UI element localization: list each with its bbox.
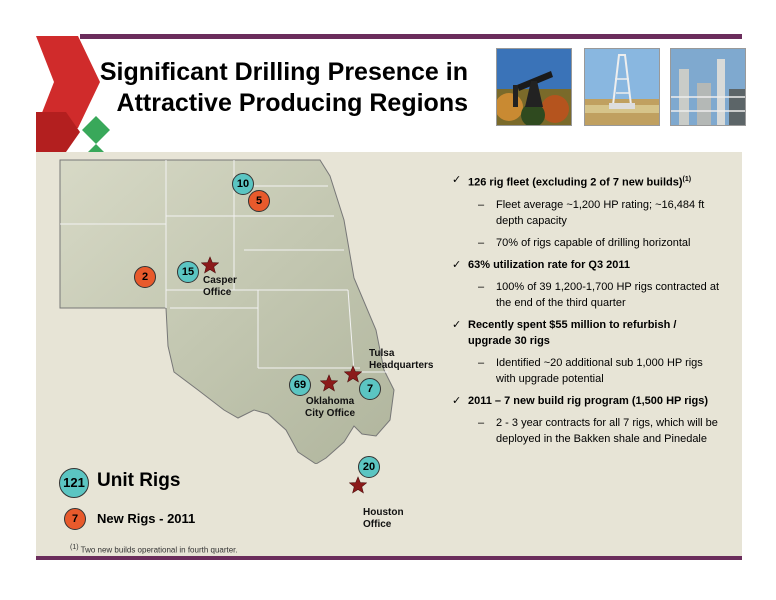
sub-bullet-text: 2 - 3 year contracts for all 7 rigs, whi… xyxy=(496,416,718,445)
bullet-fleet: ✓ 126 rig fleet (excluding 2 of 7 new bu… xyxy=(452,172,722,191)
bullet-refurbish: ✓ Recently spent $55 million to refurbis… xyxy=(452,317,722,349)
bullet-utilization-text: 63% utilization rate for Q3 2011 xyxy=(468,258,631,271)
dash-icon: – xyxy=(478,236,485,249)
sub-bullet: – 2 - 3 year contracts for all 7 rigs, w… xyxy=(452,415,722,447)
bullet-utilization: ✓ 63% utilization rate for Q3 2011 xyxy=(452,257,722,273)
okc-star-icon xyxy=(320,374,338,392)
unit-rig-marker: 20 xyxy=(358,456,380,478)
sub-bullet: – 100% of 39 1,200-1,700 HP rigs contrac… xyxy=(452,279,722,311)
unit-rig-marker: 7 xyxy=(359,378,381,400)
sub-bullet: – 70% of rigs capable of drilling horizo… xyxy=(452,235,722,251)
red-lower-shape xyxy=(36,112,80,152)
bullet-fleet-footnote-ref: (1) xyxy=(682,176,692,183)
houston-office-label: Houston Office xyxy=(363,507,404,530)
sub-bullet-text: Fleet average ~1,200 HP rating; ~16,484 … xyxy=(496,198,705,227)
bullet-refurbish-text: Recently spent $55 million to refurbish … xyxy=(468,318,677,347)
unit-rig-marker: 10 xyxy=(232,173,254,195)
dash-icon: – xyxy=(478,198,485,211)
sub-bullet-text: Identified ~20 additional sub 1,000 HP r… xyxy=(496,356,703,385)
houston-star-icon xyxy=(349,476,367,494)
casper-star-icon xyxy=(201,256,219,274)
bottom-rule xyxy=(36,556,742,560)
new-rig-marker: 2 xyxy=(134,266,156,288)
legend-unit-marker: 121 xyxy=(59,468,89,498)
bullet-list: ✓ 126 rig fleet (excluding 2 of 7 new bu… xyxy=(452,172,722,453)
bullet-new-build-text: 2011 – 7 new build rig program (1,500 HP… xyxy=(468,394,709,407)
legend-unit-label: Unit Rigs xyxy=(97,470,181,491)
sub-bullet: – Fleet average ~1,200 HP rating; ~16,48… xyxy=(452,197,722,229)
dash-icon: – xyxy=(478,356,485,369)
red-arrow-shape xyxy=(36,36,100,128)
check-icon: ✓ xyxy=(452,174,462,186)
bullet-fleet-text: 126 rig fleet (excluding 2 of 7 new buil… xyxy=(468,176,683,189)
dash-icon: – xyxy=(478,416,485,429)
footnote-marker: (1) xyxy=(70,544,79,551)
footnote: (1) Two new builds operational in fourth… xyxy=(70,544,238,555)
tulsa-star-icon xyxy=(344,365,362,383)
sub-bullet: – Identified ~20 additional sub 1,000 HP… xyxy=(452,355,722,387)
bullet-new-build: ✓ 2011 – 7 new build rig program (1,500 … xyxy=(452,393,722,409)
sub-bullet-text: 70% of rigs capable of drilling horizont… xyxy=(496,236,691,249)
unit-rig-marker: 15 xyxy=(177,261,199,283)
top-rule xyxy=(80,34,742,39)
unit-rig-marker: 69 xyxy=(289,374,311,396)
legend-new-label: New Rigs - 2011 xyxy=(97,511,196,526)
title-line-2: Attractive Producing Regions xyxy=(116,89,468,117)
dash-icon: – xyxy=(478,280,485,293)
new-rig-marker: 5 xyxy=(248,190,270,212)
drilling-rig-photo xyxy=(584,48,660,126)
okc-office-label: Oklahoma City Office xyxy=(305,396,356,419)
casper-office-label: Casper Office xyxy=(203,275,237,298)
refinery-photo xyxy=(670,48,746,126)
footnote-text: Two new builds operational in fourth qua… xyxy=(78,545,238,555)
tulsa-headquarters-label: Tulsa Headquarters xyxy=(369,348,434,371)
sub-bullet-text: 100% of 39 1,200-1,700 HP rigs contracte… xyxy=(496,280,719,309)
check-icon: ✓ xyxy=(452,394,462,407)
pumpjack-photo xyxy=(496,48,572,126)
check-icon: ✓ xyxy=(452,258,462,271)
check-icon: ✓ xyxy=(452,318,462,331)
title-line-1: Significant Drilling Presence in xyxy=(99,58,468,86)
legend-new-marker: 7 xyxy=(64,508,86,530)
